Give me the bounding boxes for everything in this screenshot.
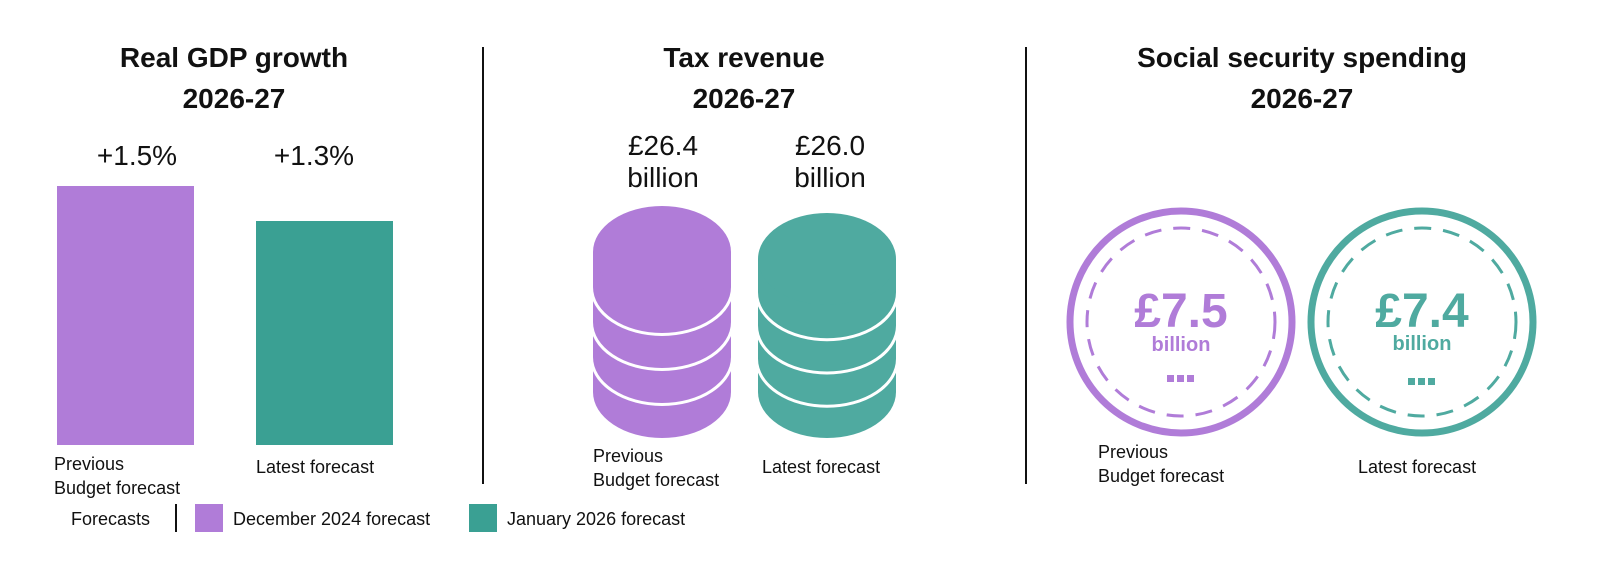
panel-divider-2 <box>1025 47 1027 484</box>
gdp-previous-label: Previous Budget forecast <box>54 452 254 500</box>
social-previous-label: Previous Budget forecast <box>1098 440 1298 488</box>
tax-previous-label-line2: Budget forecast <box>593 470 720 490</box>
social-previous-label-line2: Budget forecast <box>1098 466 1225 486</box>
legend-label-january-2026: January 2026 forecast <box>507 508 686 529</box>
social-previous-value: £7.5 <box>1134 285 1228 338</box>
legend-label-december-2024: December 2024 forecast <box>233 508 431 529</box>
gdp-previous-label-line1: Previous <box>54 454 125 474</box>
coin-outer-ring-previous <box>1066 207 1296 437</box>
tax-previous-label: Previous Budget forecast <box>593 444 793 492</box>
coin-dots-previous <box>1167 375 1194 382</box>
panel-divider-1 <box>482 47 484 484</box>
social-period: 2026-27 <box>1250 83 1354 114</box>
tax-coin-stack-previous <box>590 206 734 438</box>
gdp-bar-previous <box>57 186 194 445</box>
gdp-latest-value: +1.3% <box>273 140 355 171</box>
tax-latest-label: Latest forecast <box>762 457 881 477</box>
tax-period: 2026-27 <box>692 83 796 114</box>
tax-title: Tax revenue <box>663 42 825 73</box>
tax-coin-stack-latest <box>755 213 899 438</box>
social-previous-label-line1: Previous <box>1098 442 1169 462</box>
tax-latest-value: £26.0 <box>794 130 866 161</box>
tax-previous-value: £26.4 <box>627 130 699 161</box>
social-previous-unit: billion <box>1151 334 1211 356</box>
tax-previous-unit: billion <box>627 162 699 193</box>
gdp-latest-label: Latest forecast <box>256 457 375 477</box>
tax-previous-label-line1: Previous <box>593 446 664 466</box>
tax-latest-coin-face <box>758 213 896 305</box>
social-coin-latest <box>1307 207 1537 437</box>
gdp-previous-label-line2: Budget forecast <box>54 478 181 498</box>
coin-dots-latest <box>1408 378 1435 385</box>
gdp-previous-value: +1.5% <box>96 140 178 171</box>
social-latest-value: £7.4 <box>1375 285 1469 338</box>
coin-dashed-ring-latest <box>1326 226 1518 418</box>
gdp-period: 2026-27 <box>182 83 286 114</box>
legend-divider <box>175 504 177 532</box>
social-title: Social security spending <box>1137 42 1467 73</box>
tax-previous-coin-face <box>593 206 731 298</box>
gdp-title: Real GDP growth <box>119 42 349 73</box>
tax-latest-unit: billion <box>794 162 866 193</box>
social-latest-unit: billion <box>1392 333 1452 355</box>
coin-outer-ring-latest <box>1307 207 1537 437</box>
legend-swatch-december-2024 <box>195 504 223 532</box>
social-latest-label: Latest forecast <box>1358 457 1477 477</box>
social-coin-previous <box>1066 207 1296 437</box>
coin-dashed-ring-previous <box>1085 226 1277 418</box>
legend-title: Forecasts <box>71 508 151 529</box>
gdp-bar-latest <box>256 220 393 445</box>
legend-swatch-january-2026 <box>469 504 497 532</box>
